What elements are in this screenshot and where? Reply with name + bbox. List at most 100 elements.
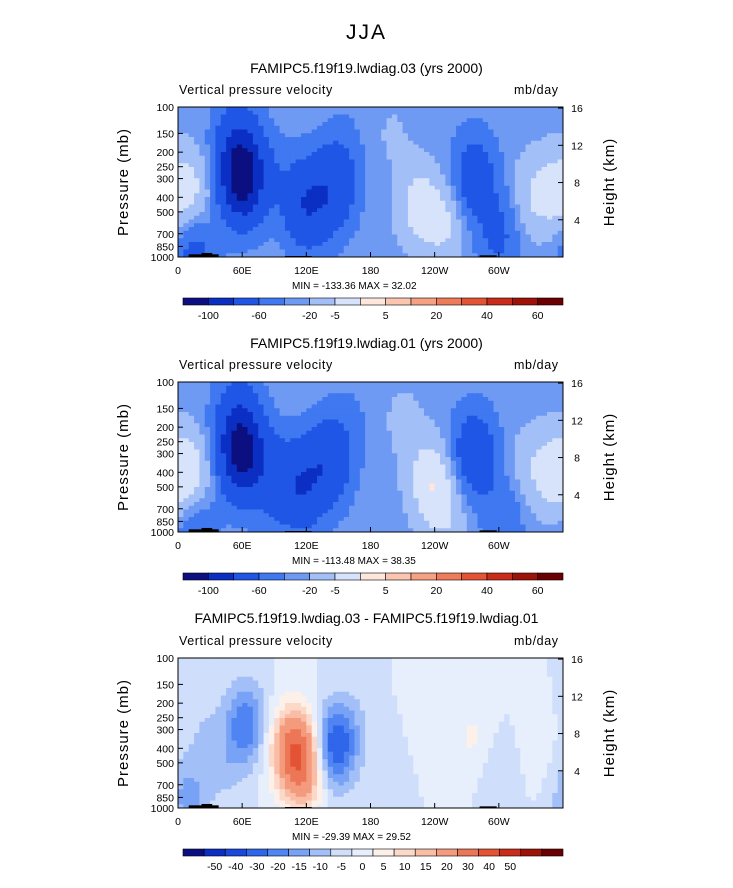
field-cell — [557, 382, 564, 387]
field-cell — [252, 415, 259, 420]
field-cell — [242, 397, 248, 402]
field-cell — [306, 215, 313, 220]
field-cell — [407, 423, 414, 428]
field-cell — [226, 170, 232, 175]
field-cell — [322, 230, 329, 235]
field-cell — [375, 479, 382, 484]
field-cell — [178, 122, 184, 127]
field-cell — [520, 174, 526, 179]
field-cell — [391, 118, 398, 123]
field-cell — [343, 212, 350, 217]
field-cell — [456, 122, 462, 127]
field-cell — [402, 174, 409, 179]
field-cell — [311, 193, 318, 198]
field-cell — [472, 460, 478, 465]
field-cell — [407, 434, 414, 439]
field-cell — [552, 219, 559, 224]
field-cell — [188, 438, 195, 443]
field-cell — [477, 133, 484, 138]
field-cell — [434, 152, 441, 157]
field-cell — [231, 382, 238, 387]
field-cell — [552, 249, 559, 254]
field-cell — [466, 464, 473, 469]
field-cell — [445, 238, 452, 243]
field-cell — [397, 393, 403, 398]
field-cell — [236, 404, 243, 409]
field-cell — [477, 204, 484, 209]
field-cell — [413, 415, 420, 420]
field-cell — [306, 163, 313, 168]
field-cell — [557, 457, 564, 462]
field-cell — [210, 125, 216, 130]
field-cell — [450, 118, 457, 123]
field-cell — [349, 174, 355, 179]
field-cell — [397, 234, 403, 239]
field-cell — [274, 408, 280, 413]
field-cell — [215, 155, 222, 160]
field-cell — [552, 182, 559, 187]
field-cell — [450, 144, 457, 149]
field-cell — [220, 434, 227, 439]
field-cell — [327, 107, 334, 112]
field-cell — [530, 253, 537, 258]
field-cell — [210, 457, 216, 462]
field-cell — [306, 249, 313, 254]
field-cell — [488, 133, 494, 138]
field-cell — [520, 223, 526, 228]
field-cell — [557, 389, 564, 394]
field-cell — [183, 419, 190, 424]
field-cell — [343, 457, 350, 462]
field-cell — [541, 483, 548, 488]
field-cell — [311, 178, 318, 183]
field-cell — [407, 393, 414, 398]
field-cell — [322, 189, 329, 194]
field-cell — [258, 408, 264, 413]
field-cell — [295, 453, 302, 458]
field-cell — [466, 215, 473, 220]
field-cell — [482, 170, 489, 175]
field-cell — [440, 110, 446, 115]
field-cell — [242, 204, 248, 209]
field-cell — [445, 148, 452, 153]
field-cell — [188, 472, 195, 477]
field-cell — [199, 167, 206, 172]
field-cell — [514, 107, 521, 112]
field-cell — [407, 445, 414, 450]
field-cell — [391, 472, 398, 477]
field-cell — [306, 122, 313, 127]
field-cell — [242, 114, 248, 119]
field-cell — [300, 434, 307, 439]
field-cell — [215, 389, 222, 394]
field-cell — [354, 483, 361, 488]
field-cell — [381, 204, 387, 209]
field-cell — [231, 182, 238, 187]
field-cell — [199, 144, 206, 149]
field-cell — [252, 245, 259, 250]
field-cell — [258, 140, 264, 145]
field-cell — [295, 170, 302, 175]
field-cell — [247, 208, 254, 213]
field-cell — [258, 460, 264, 465]
field-cell — [391, 408, 398, 413]
field-cell — [279, 230, 286, 235]
field-cell — [343, 219, 350, 224]
field-cell — [359, 170, 366, 175]
field-cell — [440, 122, 446, 127]
field-cell — [242, 449, 248, 454]
field-cell — [429, 133, 436, 138]
field-cell — [279, 249, 286, 254]
field-cell — [343, 197, 350, 202]
field-cell — [210, 427, 216, 432]
field-cell — [258, 242, 264, 247]
field-cell — [450, 408, 457, 413]
field-cell — [306, 152, 313, 157]
field-cell — [343, 189, 350, 194]
field-cell — [365, 419, 371, 424]
field-cell — [290, 189, 297, 194]
field-cell — [327, 404, 334, 409]
field-cell — [327, 152, 334, 157]
field-cell — [530, 152, 537, 157]
field-cell — [258, 382, 264, 387]
field-cell — [402, 457, 409, 462]
field-cell — [178, 118, 184, 123]
